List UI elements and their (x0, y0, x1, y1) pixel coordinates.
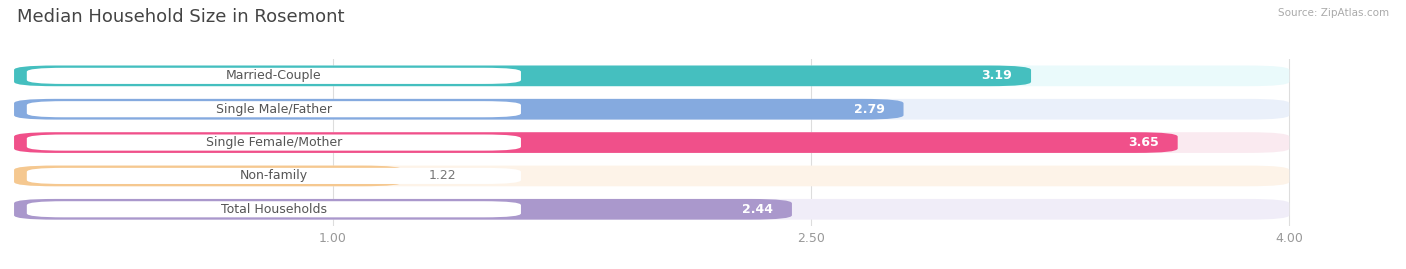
FancyBboxPatch shape (27, 68, 522, 84)
FancyBboxPatch shape (14, 99, 1289, 119)
FancyBboxPatch shape (27, 201, 522, 217)
FancyBboxPatch shape (14, 166, 1289, 186)
Text: 3.65: 3.65 (1128, 136, 1159, 149)
Text: 2.44: 2.44 (742, 203, 773, 216)
Text: Total Households: Total Households (221, 203, 326, 216)
FancyBboxPatch shape (14, 132, 1178, 153)
Text: 1.22: 1.22 (429, 169, 456, 182)
FancyBboxPatch shape (14, 99, 904, 119)
FancyBboxPatch shape (14, 132, 1289, 153)
Text: 2.79: 2.79 (853, 103, 884, 116)
FancyBboxPatch shape (27, 101, 522, 117)
Text: Single Male/Father: Single Male/Father (217, 103, 332, 116)
FancyBboxPatch shape (14, 66, 1031, 86)
Text: Single Female/Mother: Single Female/Mother (205, 136, 342, 149)
FancyBboxPatch shape (27, 134, 522, 151)
Text: Married-Couple: Married-Couple (226, 69, 322, 82)
Text: Median Household Size in Rosemont: Median Household Size in Rosemont (17, 8, 344, 26)
Text: 3.19: 3.19 (981, 69, 1012, 82)
FancyBboxPatch shape (14, 66, 1289, 86)
FancyBboxPatch shape (14, 199, 792, 220)
FancyBboxPatch shape (14, 199, 1289, 220)
Text: Non-family: Non-family (240, 169, 308, 182)
Text: Source: ZipAtlas.com: Source: ZipAtlas.com (1278, 8, 1389, 18)
FancyBboxPatch shape (14, 166, 404, 186)
FancyBboxPatch shape (27, 168, 522, 184)
